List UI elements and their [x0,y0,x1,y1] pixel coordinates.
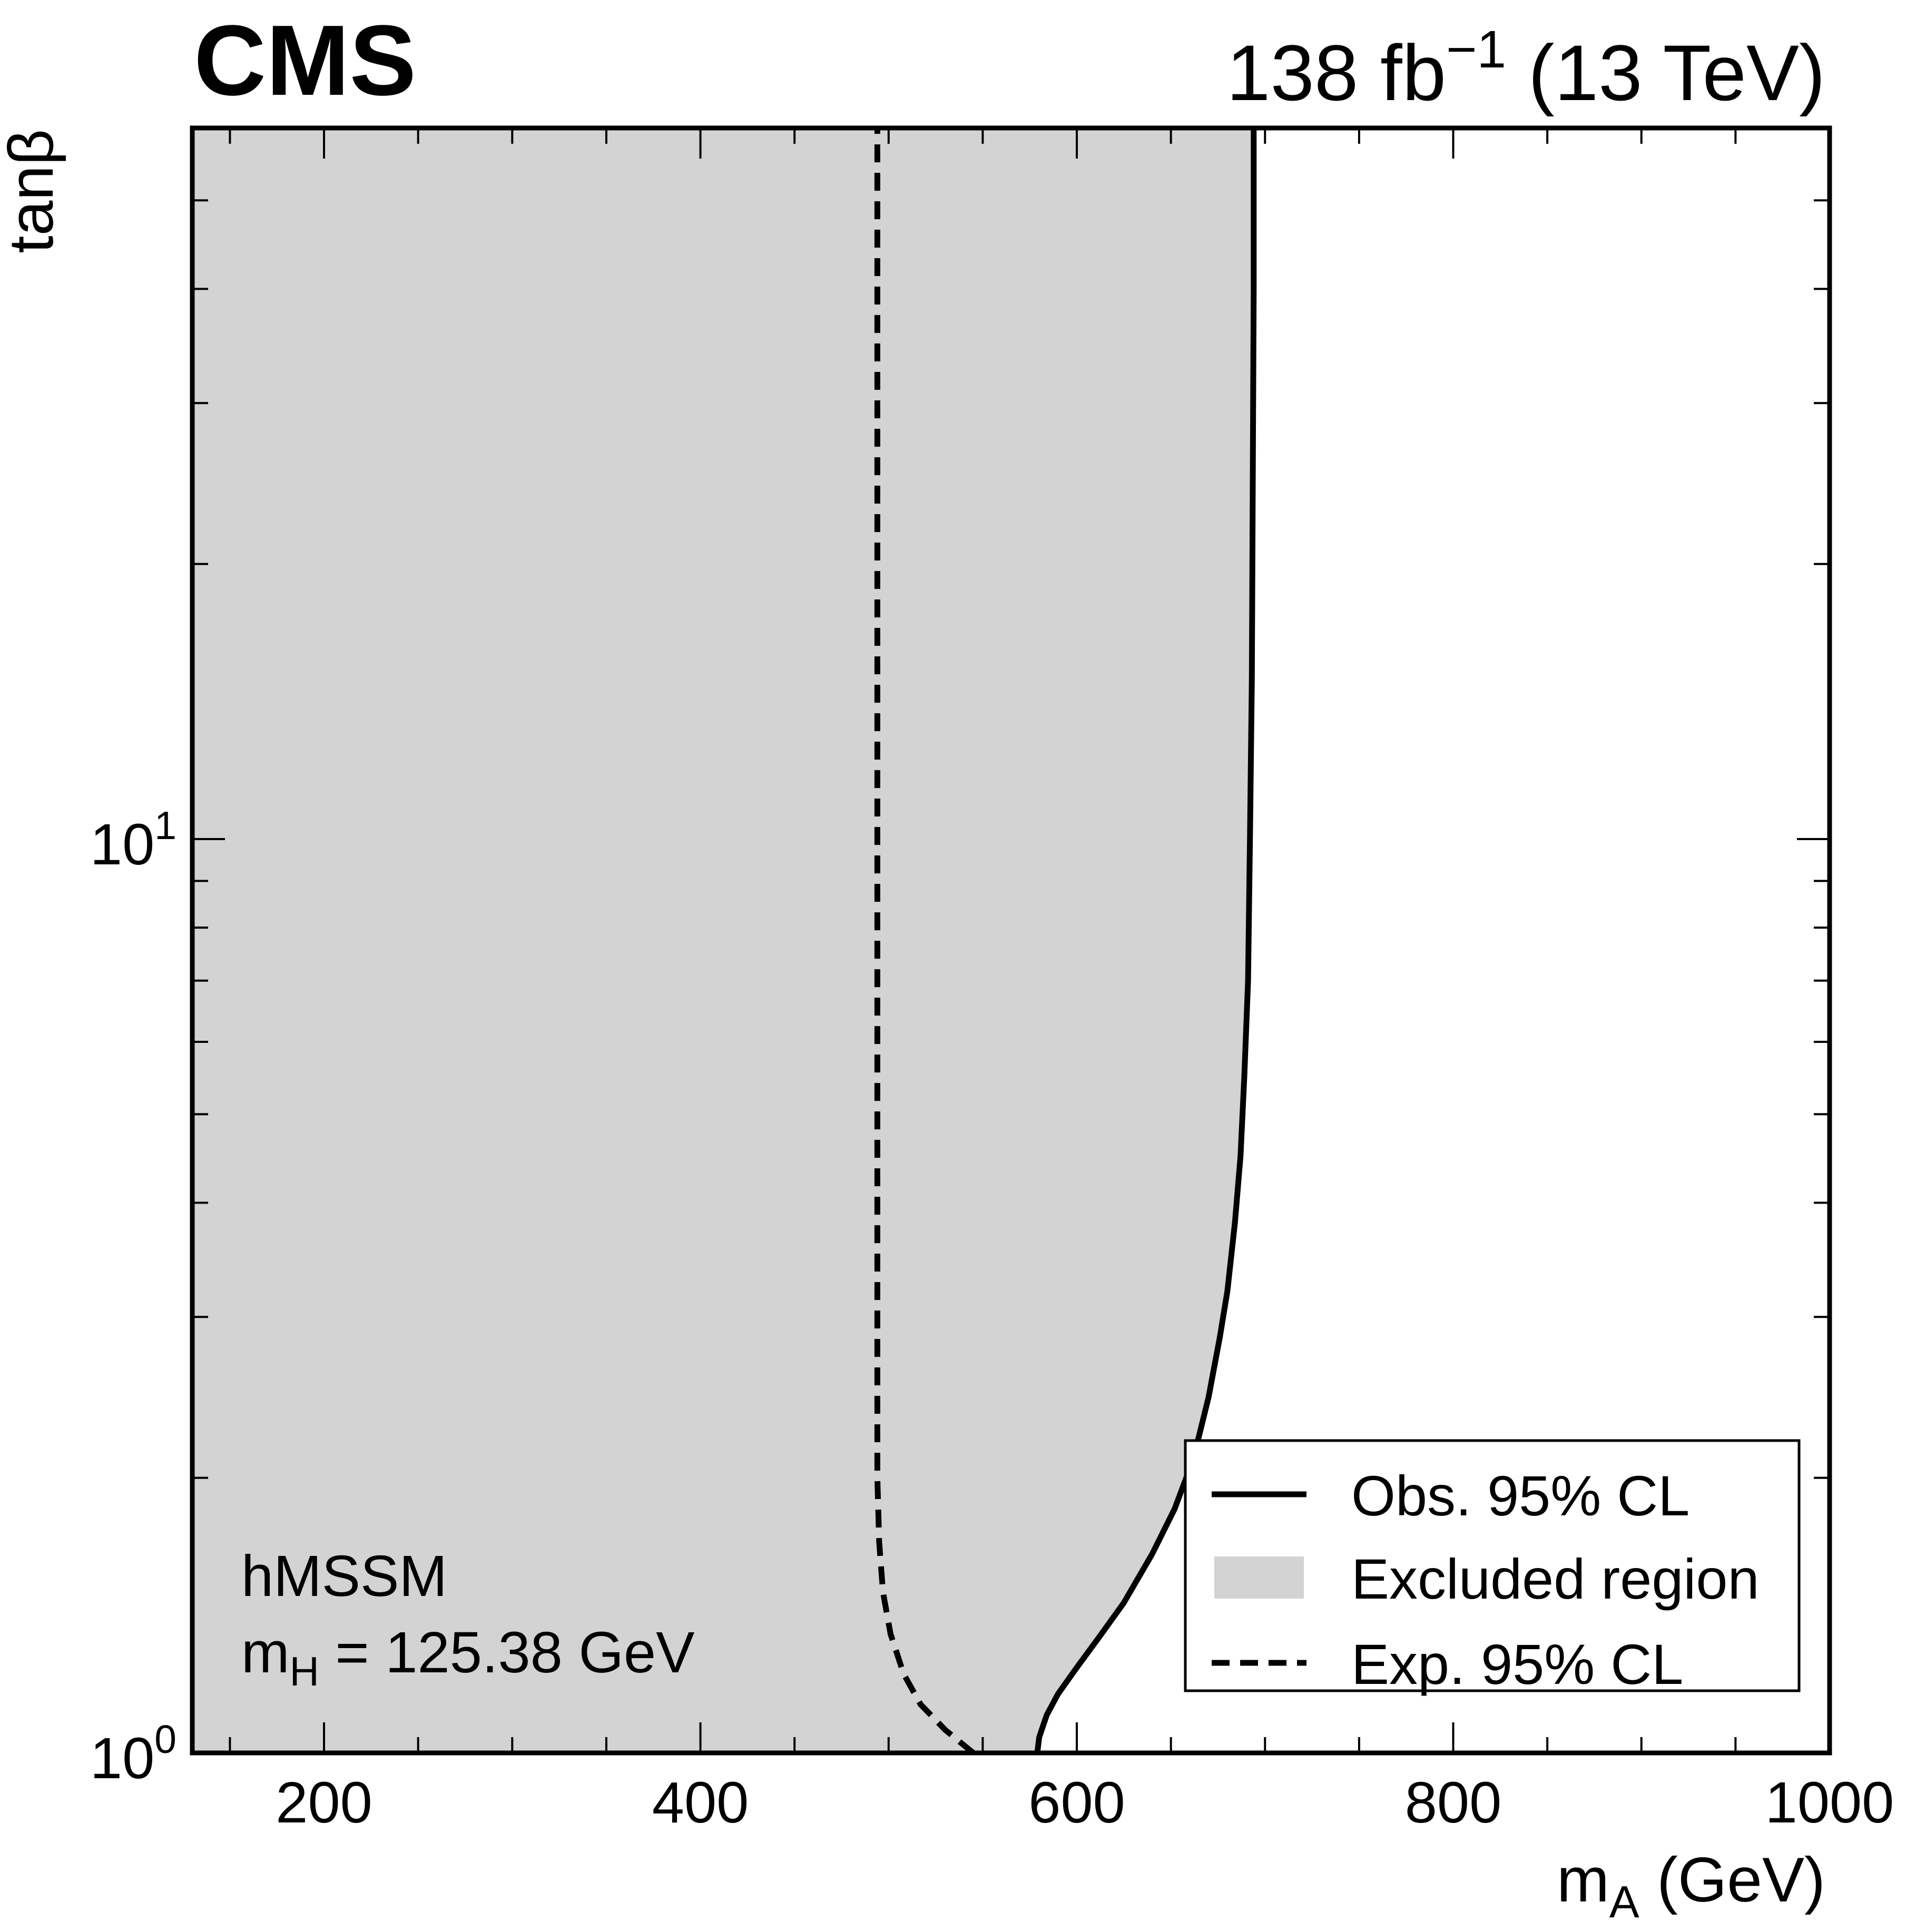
lumi-exponent: −1 [1446,20,1506,79]
cms-label: CMS [194,5,416,116]
y-tick-exponent: 0 [154,1717,176,1761]
legend-exp-label: Exp. 95% CL [1351,1632,1683,1696]
x-tick-label: 1000 [1765,1770,1894,1835]
mh-main: m [241,1620,290,1685]
mh-label: mH = 125.38 GeV [241,1620,694,1694]
y-tick-exponent: 1 [154,803,176,847]
plot-layer [192,128,1257,1756]
x-tick-label: 200 [276,1770,372,1835]
x-tick-label: 400 [652,1770,749,1835]
legend-excluded-swatch [1214,1556,1304,1599]
model-label: hMSSM [241,1544,447,1609]
y-tick-label: 101 [90,803,176,877]
observed-limit-line [1034,128,1257,1753]
y-tick-label: 100 [90,1717,176,1791]
lumi-label: 138 fb−1 (13 TeV) [1226,20,1825,117]
legend-obs-label: Obs. 95% CL [1351,1464,1689,1527]
y-tick-base: 10 [90,812,154,877]
x-axis-title: mA (GeV) [1557,1845,1825,1927]
mh-sub: H [290,1648,319,1694]
x-tick-label: 800 [1405,1770,1502,1835]
plot-frame [190,125,1832,1756]
legend-excluded-label: Excluded region [1351,1547,1760,1611]
x-axis-unit: (GeV) [1639,1845,1825,1915]
excluded-region [192,128,1254,1753]
expected-limit-line [874,128,976,1756]
x-tick-label: 600 [1028,1770,1125,1835]
x-axis-main: m [1557,1845,1609,1915]
mh-value: = 125.38 GeV [319,1620,694,1685]
energy-label: (13 TeV) [1506,28,1825,117]
y-tick-base: 10 [90,1726,154,1791]
legend: Obs. 95% CL Excluded region Exp. 95% CL [1184,1439,1801,1696]
lumi-value: 138 fb [1226,28,1446,117]
y-axis-title: tanβ [0,129,66,253]
x-axis-sub: A [1609,1877,1639,1927]
